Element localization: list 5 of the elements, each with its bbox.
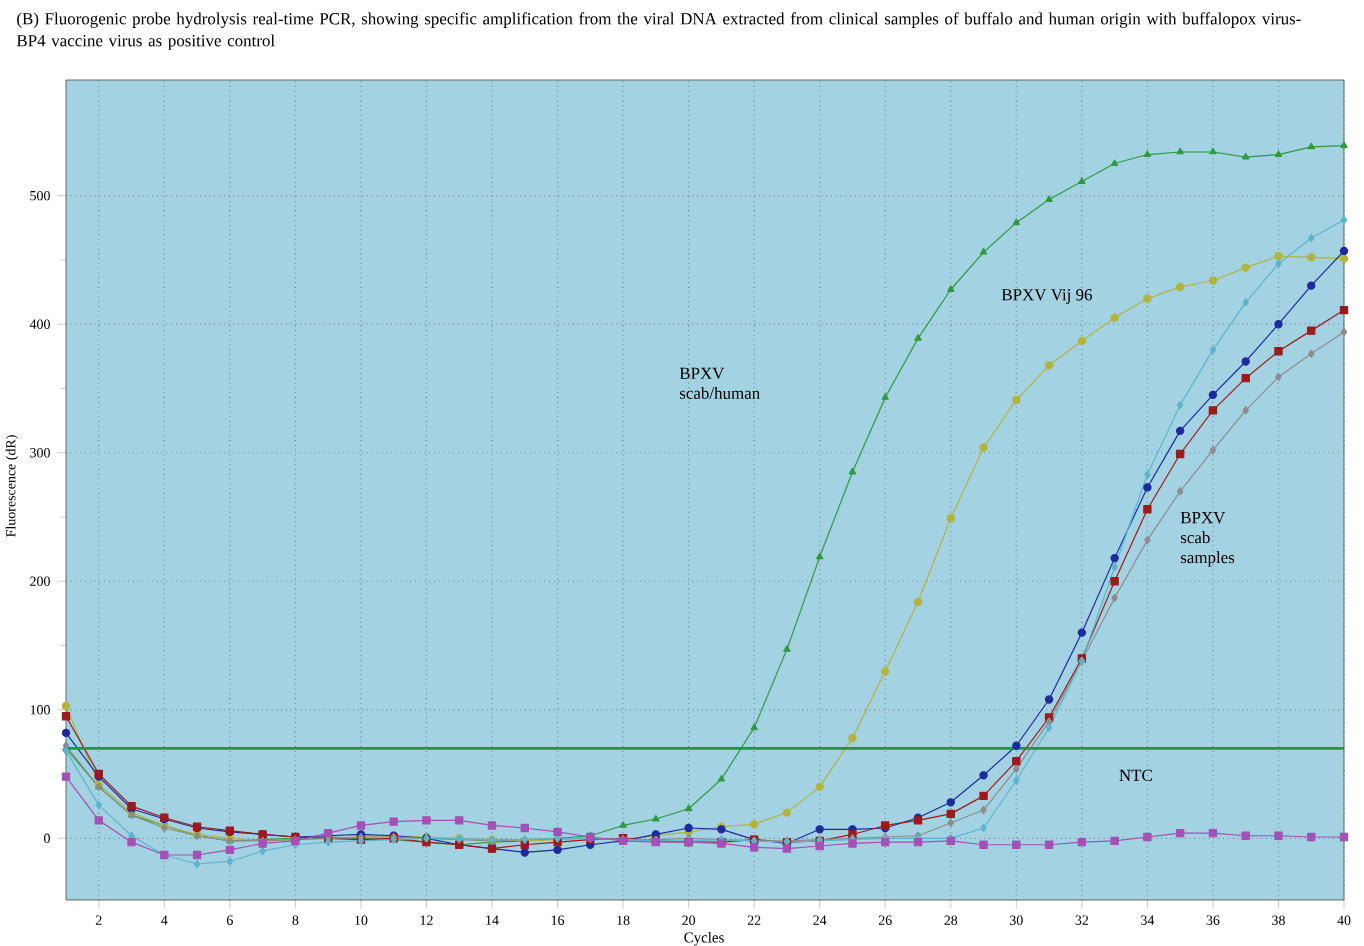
annotation: BPXV scab/human [679, 367, 760, 399]
annotation: NTC [1119, 769, 1152, 782]
annotation: BPXV Vij 96 [1001, 289, 1093, 304]
annotation: BPXV scab samples [1180, 512, 1235, 567]
chart-title: (B) Fluorogenic probe hydrolysis real-time PCR, showing specific amplification from the viral DNA extracted from clinical samples of buffalo and human origin with buffalopox virus-BP4 vaccine virus as positive control [16, 12, 1301, 50]
